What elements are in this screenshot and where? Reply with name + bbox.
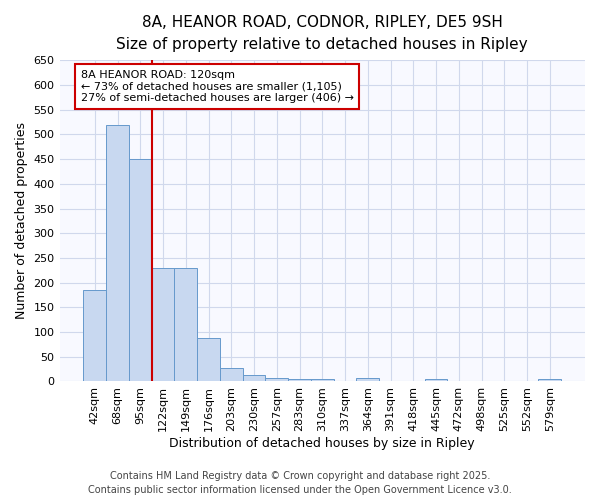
- Bar: [538, 380, 561, 382]
- Y-axis label: Number of detached properties: Number of detached properties: [15, 122, 28, 320]
- Bar: [83, 290, 106, 382]
- Text: 8A HEANOR ROAD: 120sqm
← 73% of detached houses are smaller (1,105)
27% of semi-: 8A HEANOR ROAD: 120sqm ← 73% of detached…: [80, 70, 353, 103]
- Text: Contains HM Land Registry data © Crown copyright and database right 2025.
Contai: Contains HM Land Registry data © Crown c…: [88, 471, 512, 495]
- Bar: [311, 379, 334, 382]
- Bar: [106, 125, 129, 382]
- Bar: [175, 268, 197, 382]
- Bar: [220, 368, 242, 382]
- Bar: [265, 378, 288, 382]
- Title: 8A, HEANOR ROAD, CODNOR, RIPLEY, DE5 9SH
Size of property relative to detached h: 8A, HEANOR ROAD, CODNOR, RIPLEY, DE5 9SH…: [116, 15, 528, 52]
- Bar: [425, 379, 448, 382]
- Bar: [288, 379, 311, 382]
- Bar: [242, 374, 265, 382]
- Bar: [197, 338, 220, 382]
- X-axis label: Distribution of detached houses by size in Ripley: Distribution of detached houses by size …: [169, 437, 475, 450]
- Bar: [129, 159, 152, 382]
- Bar: [152, 268, 175, 382]
- Bar: [356, 378, 379, 382]
